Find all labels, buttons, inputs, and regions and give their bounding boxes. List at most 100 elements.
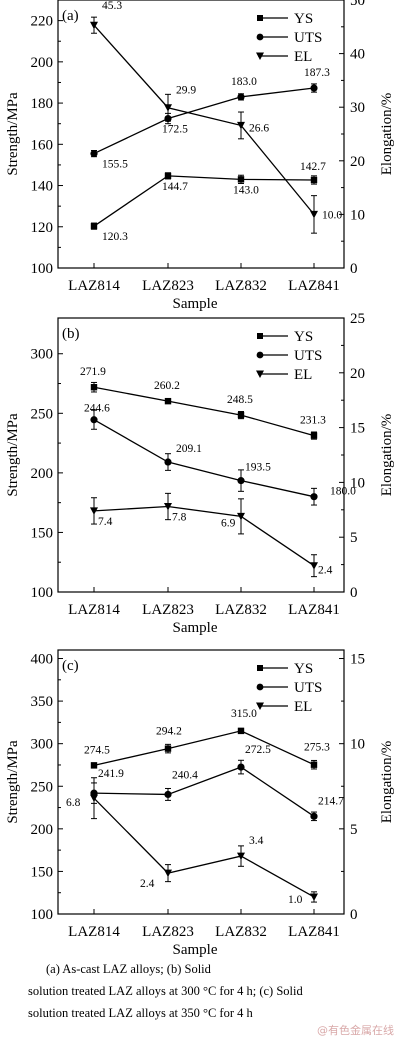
y-tick-label: 200 — [31, 55, 54, 71]
y-axis-title: Strength/MPa — [5, 92, 21, 176]
panel-label: (a) — [62, 8, 79, 24]
x-tick-label: LAZ823 — [142, 602, 194, 618]
legend-marker-uts — [256, 683, 264, 691]
y-axis-title: Strength/MPa — [5, 413, 21, 497]
x-tick-label: LAZ841 — [288, 924, 340, 940]
marker-p3-s3-pt2 — [164, 869, 172, 878]
marker-p2-s3-pt1 — [90, 507, 98, 515]
y2-axis-title: Elongation/% — [379, 741, 395, 824]
marker-p2-s1-pt2 — [164, 397, 172, 405]
series-line-uts — [93, 87, 315, 155]
legend-label-el: EL — [294, 699, 312, 715]
chart-panel-3: 100 150 200 250 300 350 400 0 5 10 15 LAZ814 LAZ823 L… — [5, 649, 395, 958]
marker-p2-s1-pt3 — [237, 411, 245, 419]
y-tick-label: 160 — [31, 137, 54, 153]
marker-p2-s2-pt3 — [237, 477, 245, 485]
marker-p1-s3-pt1 — [90, 21, 98, 30]
y2-tick-label: 20 — [350, 154, 365, 170]
y-tick-label: 150 — [31, 864, 54, 880]
data-label-el: 45.3 — [102, 0, 122, 12]
x-tick-label: LAZ814 — [68, 278, 120, 294]
caption-line-2: solution treated LAZ alloys at 300 °C fo… — [28, 984, 303, 998]
x-axis-title: Sample — [173, 620, 218, 636]
data-label-uts: 272.5 — [245, 744, 271, 756]
marker-p3-s1-pt1 — [90, 762, 98, 769]
data-label-el: 26.6 — [249, 122, 269, 134]
legend-label-el: EL — [294, 367, 312, 383]
marker-p1-s2-pt4 — [310, 84, 318, 92]
data-label-ys: 271.9 — [80, 366, 106, 378]
y-axis-title: Strength/MPa — [5, 740, 21, 824]
x-tick-label: LAZ832 — [215, 602, 267, 618]
y-tick-label: 300 — [31, 737, 54, 753]
data-label-ys: 274.5 — [84, 744, 110, 756]
data-label-el: 7.8 — [172, 512, 187, 524]
y2-tick-label: 15 — [350, 421, 365, 437]
marker-p2-s2-pt1 — [90, 416, 98, 424]
legend-marker-el — [256, 370, 264, 378]
marker-p3-s1-pt2 — [164, 745, 172, 752]
x-tick-label: LAZ823 — [142, 924, 194, 940]
legend-label-ys: YS — [294, 661, 313, 677]
data-label-el: 1.0 — [288, 894, 303, 906]
y2-tick-label: 0 — [350, 261, 358, 277]
marker-p3-s2-pt3 — [237, 763, 245, 771]
series-line-uts — [93, 419, 315, 498]
marker-p1-s3-pt2 — [164, 104, 172, 112]
data-label-uts: 193.5 — [245, 462, 271, 474]
y-tick-label: 200 — [31, 466, 54, 482]
data-label-el: 6.8 — [66, 797, 81, 809]
y-tick-label: 250 — [31, 406, 54, 422]
y-tick-label: 100 — [31, 585, 54, 601]
data-label-ys: 144.7 — [162, 181, 188, 193]
y2-tick-label: 5 — [350, 822, 358, 838]
data-label-uts: 172.5 — [162, 124, 188, 136]
data-label-uts: 155.5 — [102, 159, 128, 171]
y-tick-label: 220 — [31, 14, 54, 30]
x-tick-label: LAZ814 — [68, 602, 120, 618]
legend-label-uts: UTS — [294, 680, 322, 696]
marker-p2-s1-pt1 — [90, 384, 98, 391]
legend-label-ys: YS — [294, 11, 313, 27]
marker-p3-s2-pt4 — [310, 812, 318, 820]
data-label-ys: 260.2 — [154, 380, 180, 392]
figure-caption: (a) As-cast LAZ alloys; (b) Solid soluti… — [0, 958, 400, 1024]
y2-tick-label: 10 — [350, 207, 365, 223]
data-label-uts: 241.9 — [98, 768, 124, 780]
y-tick-label: 100 — [31, 261, 54, 277]
y-tick-label: 400 — [31, 652, 54, 668]
data-label-ys: 120.3 — [102, 231, 128, 243]
marker-p2-s2-pt4 — [310, 493, 318, 501]
y2-tick-label: 0 — [350, 585, 358, 601]
marker-p2-s3-pt3 — [237, 512, 245, 521]
x-axis-title: Sample — [173, 942, 218, 958]
data-label-ys: 315.0 — [231, 708, 257, 720]
data-label-el: 29.9 — [176, 85, 196, 97]
marker-p1-s2-pt1 — [90, 149, 98, 158]
y-tick-label: 250 — [31, 779, 54, 795]
marker-p1-s3-pt4 — [310, 210, 318, 219]
legend-marker-ys — [257, 333, 263, 339]
legend-marker-el — [256, 702, 264, 710]
y2-axis-title: Elongation/% — [379, 93, 395, 176]
data-label-ys: 248.5 — [227, 394, 253, 406]
x-tick-label: LAZ814 — [68, 924, 120, 940]
x-tick-label: LAZ832 — [215, 278, 267, 294]
y-tick-label: 350 — [31, 694, 54, 710]
y-tick-label: 100 — [31, 907, 54, 923]
x-axis-title: Sample — [173, 296, 218, 312]
y-tick-label: 200 — [31, 822, 54, 838]
y-tick-label: 120 — [31, 220, 54, 236]
data-label-uts: 214.7 — [318, 795, 344, 807]
marker-p1-s2-pt3 — [237, 93, 245, 101]
y-tick-label: 300 — [31, 347, 54, 363]
data-label-uts: 187.3 — [304, 67, 330, 79]
y2-tick-label: 10 — [350, 737, 365, 753]
data-label-ys: 143.0 — [233, 184, 259, 196]
legend-marker-ys — [257, 665, 263, 671]
y-tick-label: 180 — [31, 96, 54, 112]
marker-p2-s3-pt2 — [164, 503, 172, 511]
legend-label-uts: UTS — [294, 348, 322, 364]
x-tick-label: LAZ832 — [215, 924, 267, 940]
